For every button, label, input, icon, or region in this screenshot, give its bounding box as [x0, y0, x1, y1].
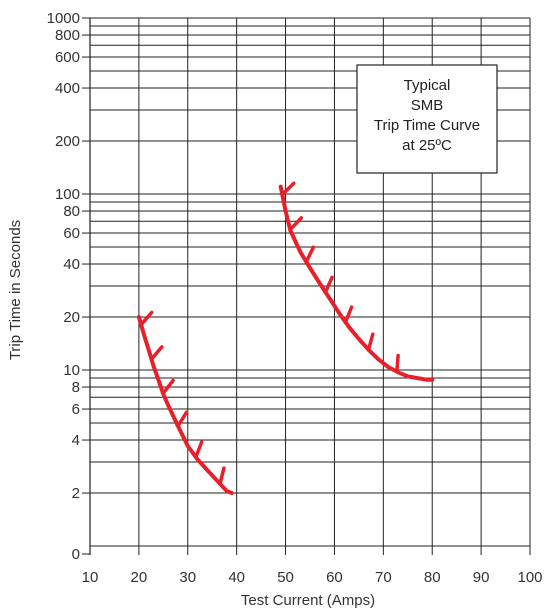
y-tick-label: 4: [72, 432, 80, 449]
curve-hatch-mark: [343, 305, 354, 324]
x-tick-label: 90: [473, 569, 490, 586]
y-tick-label: 40: [63, 256, 80, 273]
annotation-line-2: SMB: [411, 97, 444, 114]
curve-hatch-mark: [395, 353, 400, 374]
annotation-frame: [356, 64, 498, 174]
y-tick-label: 20: [63, 309, 80, 326]
curve-hatch-mark: [218, 466, 226, 486]
x-tick-label: 30: [179, 569, 196, 586]
x-tick-label: 60: [326, 569, 343, 586]
y-axis-title: Trip Time in Seconds: [7, 220, 24, 360]
y-tick-label: 6: [72, 401, 80, 418]
annotation-line-1: Typical: [404, 77, 451, 94]
curve-hatch-mark: [280, 181, 296, 197]
curve-hatch-mark: [161, 378, 175, 396]
y-tick-label: 1000: [47, 10, 80, 27]
annotation-line-3: Trip Time Curve: [374, 117, 480, 134]
curve-hatch-mark: [323, 275, 334, 294]
y-tick-label: 400: [55, 80, 80, 97]
curve-hatch-mark: [304, 245, 316, 264]
y-tick-label: 60: [63, 225, 80, 242]
curve-hatch-mark: [149, 345, 164, 361]
annotation-box: Typical SMB Trip Time Curve at 25ºC: [356, 64, 498, 174]
y-tick-label: 100: [55, 186, 80, 203]
x-tick-label: 20: [131, 569, 148, 586]
x-tick-label: 100: [517, 569, 542, 586]
x-tick-label: 80: [424, 569, 441, 586]
y-tick-label: 8: [72, 379, 80, 396]
curve-hatch-mark: [139, 310, 154, 327]
x-tick-labels: 10 20 30 40 50 60 70 80 90 100: [82, 569, 543, 586]
x-tick-label: 40: [228, 569, 245, 586]
y-tick-label: 600: [55, 49, 80, 66]
y-tick-label: 80: [63, 203, 80, 220]
curve-hatch-mark: [194, 440, 204, 459]
y-tick-label: 200: [55, 133, 80, 150]
y-tick-label: 2: [72, 485, 80, 502]
x-tick-label: 10: [82, 569, 99, 586]
y-tick-label: 800: [55, 27, 80, 44]
curve-hatch-mark: [176, 410, 189, 428]
x-tick-label: 50: [277, 569, 294, 586]
trip-curve-2: [278, 184, 435, 382]
y-tick-label: 0: [72, 546, 80, 563]
x-axis-title: Test Current (Amps): [241, 592, 375, 609]
trip-curves: [136, 181, 435, 495]
y-tick-label: 10: [63, 362, 80, 379]
trip-curve-1: [136, 315, 234, 495]
x-tick-label: 70: [375, 569, 392, 586]
curve-hatch-mark: [366, 332, 375, 352]
curve-hatch-mark: [288, 216, 304, 232]
annotation-line-4: at 25ºC: [402, 137, 452, 154]
